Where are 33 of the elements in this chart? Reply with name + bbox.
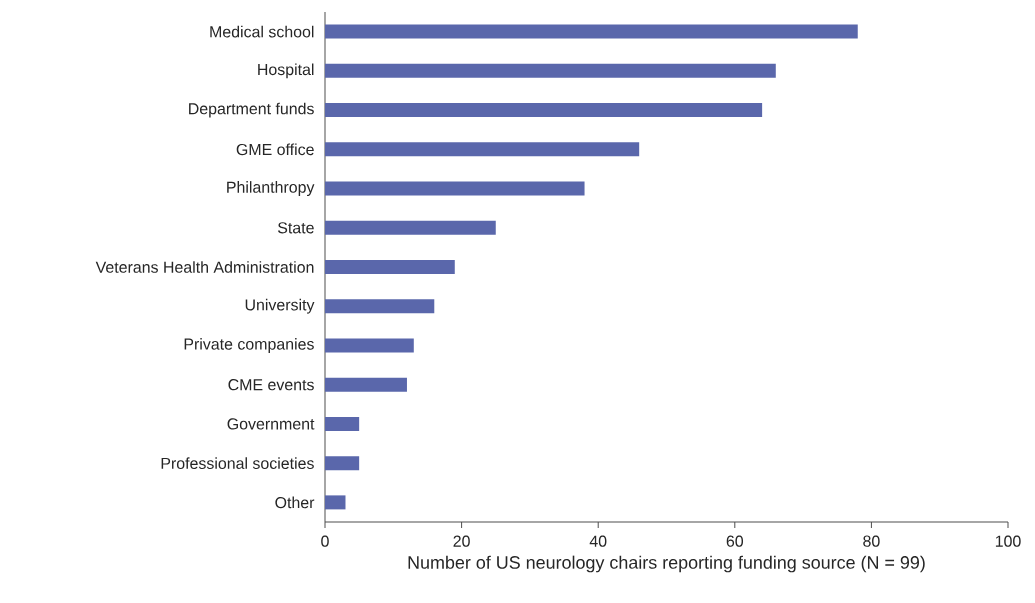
y-tick-label: University (245, 298, 315, 314)
y-tick-label: Veterans Health Administration (95, 261, 314, 273)
y-tick-label: Government (227, 418, 315, 430)
y-tick-label: Medical school (210, 25, 314, 38)
y-tick-label: Department funds (189, 102, 314, 118)
y-tick-label: Hospital (258, 63, 314, 79)
y-tick-label: Private companies (184, 338, 314, 353)
bar (325, 338, 414, 353)
bar (325, 495, 346, 510)
y-tick-label: GME office (236, 143, 314, 156)
x-tick-label: 0 (321, 535, 329, 547)
bar (325, 299, 435, 314)
bar (325, 456, 360, 471)
bar (325, 142, 640, 157)
y-tick-label: CME events (228, 379, 314, 391)
bar (325, 63, 776, 78)
y-tick-label: Professional societies (161, 457, 314, 470)
x-tick-label: 60 (726, 535, 744, 547)
y-tick-label: Other (275, 496, 315, 509)
x-tick-label: 100 (995, 535, 1021, 547)
bar (325, 377, 407, 392)
y-tick-label: Philanthropy (227, 181, 315, 196)
y-tick-label: State (277, 222, 314, 234)
bar (325, 416, 360, 431)
bar (325, 260, 455, 274)
bar (325, 220, 496, 235)
x-axis-title: Number of US neurology chairs reporting funding source (N = 99) (408, 555, 925, 573)
x-tick-label: 20 (453, 535, 470, 547)
bar (325, 181, 585, 196)
bar (325, 103, 763, 118)
x-tick-label: 40 (589, 535, 607, 547)
bar (325, 24, 858, 39)
x-tick-label: 80 (863, 535, 880, 547)
